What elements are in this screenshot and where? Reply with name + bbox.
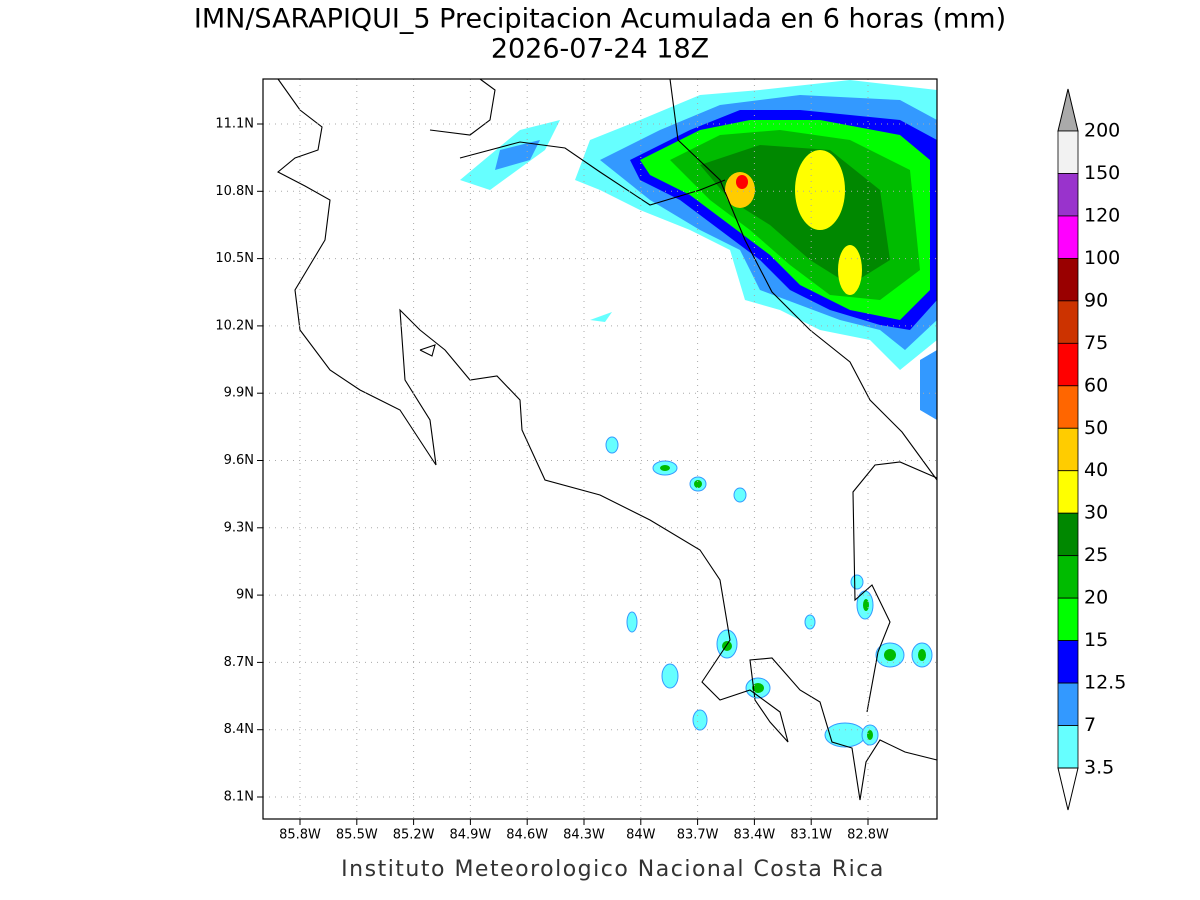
colorbar-box: [1057, 555, 1079, 599]
colorbar-box: [1057, 725, 1079, 769]
lat-label: 8.4N: [224, 722, 254, 737]
colorbar-label: 50: [1084, 417, 1108, 439]
colorbar-label: 15: [1084, 629, 1108, 651]
colorbar-box: [1057, 512, 1079, 557]
lat-label: 9.3N: [224, 520, 254, 535]
lon-label: 83.1W: [790, 828, 832, 843]
colorbar-label: 60: [1084, 374, 1108, 396]
colorbar-label: 200: [1084, 120, 1120, 142]
lon-label: 84.9W: [449, 828, 491, 843]
colorbar-box: [1057, 215, 1079, 259]
lat-label: 9N: [236, 588, 254, 603]
lon-label: 85.8W: [279, 828, 321, 843]
colorbar-label: 40: [1084, 459, 1108, 481]
colorbar-box: [1057, 385, 1079, 429]
colorbar-box: [1057, 173, 1079, 217]
lon-label: 84.6W: [506, 828, 548, 843]
colorbar-box: [1057, 257, 1079, 302]
colorbar-label: 25: [1084, 544, 1108, 566]
colorbar-label: 90: [1084, 289, 1108, 311]
lon-label: 83.4W: [733, 828, 775, 843]
lat-label: 8.1N: [224, 790, 254, 805]
colorbar-label: 12.5: [1084, 672, 1126, 694]
colorbar-label: 7: [1084, 714, 1096, 736]
lat-label: 9.6N: [224, 453, 254, 468]
lat-label: 10.2N: [215, 318, 254, 333]
colorbar-box: [1057, 130, 1079, 174]
lon-label: 84.3W: [563, 828, 605, 843]
lat-label: 11.1N: [215, 117, 254, 132]
colorbar-label: 100: [1084, 247, 1120, 269]
colorbar-over: [1057, 88, 1079, 132]
footer: Instituto Meteorologico Nacional Costa R…: [341, 857, 885, 882]
colorbar-box: [1057, 640, 1079, 684]
lon-label: 83.7W: [677, 828, 719, 843]
precipitation-field: [460, 80, 937, 748]
colorbar-box: [1057, 300, 1079, 344]
lat-label: 10.8N: [215, 184, 254, 199]
colorbar-label: 120: [1084, 204, 1120, 226]
title: IMN/SARAPIQUI_5 Precipitacion Acumulada …: [194, 4, 1006, 35]
colorbar-box: [1057, 342, 1079, 387]
colorbar-box: [1057, 427, 1079, 472]
colorbar-box: [1057, 597, 1079, 642]
colorbar-label: 150: [1084, 162, 1120, 184]
coastlines: [277, 78, 938, 801]
lat-label: 8.7N: [224, 655, 254, 670]
colorbar-label: 3.5: [1084, 757, 1114, 779]
colorbar-label: 75: [1084, 332, 1108, 354]
colorbar-label: 30: [1084, 502, 1108, 524]
lon-label: 85.2W: [393, 828, 435, 843]
lat-label: 10.5N: [215, 251, 254, 266]
map-frame: [262, 78, 938, 820]
lon-label: 82.8W: [847, 828, 889, 843]
colorbar-under: [1057, 767, 1079, 811]
lon-label: 85.5W: [336, 828, 378, 843]
lat-label: 9.9N: [224, 386, 254, 401]
colorbar-label: 20: [1084, 587, 1108, 609]
subtitle: 2026-07-24 18Z: [491, 34, 709, 65]
lon-label: 84W: [626, 828, 656, 843]
colorbar-box: [1057, 470, 1079, 514]
colorbar-box: [1057, 682, 1079, 726]
